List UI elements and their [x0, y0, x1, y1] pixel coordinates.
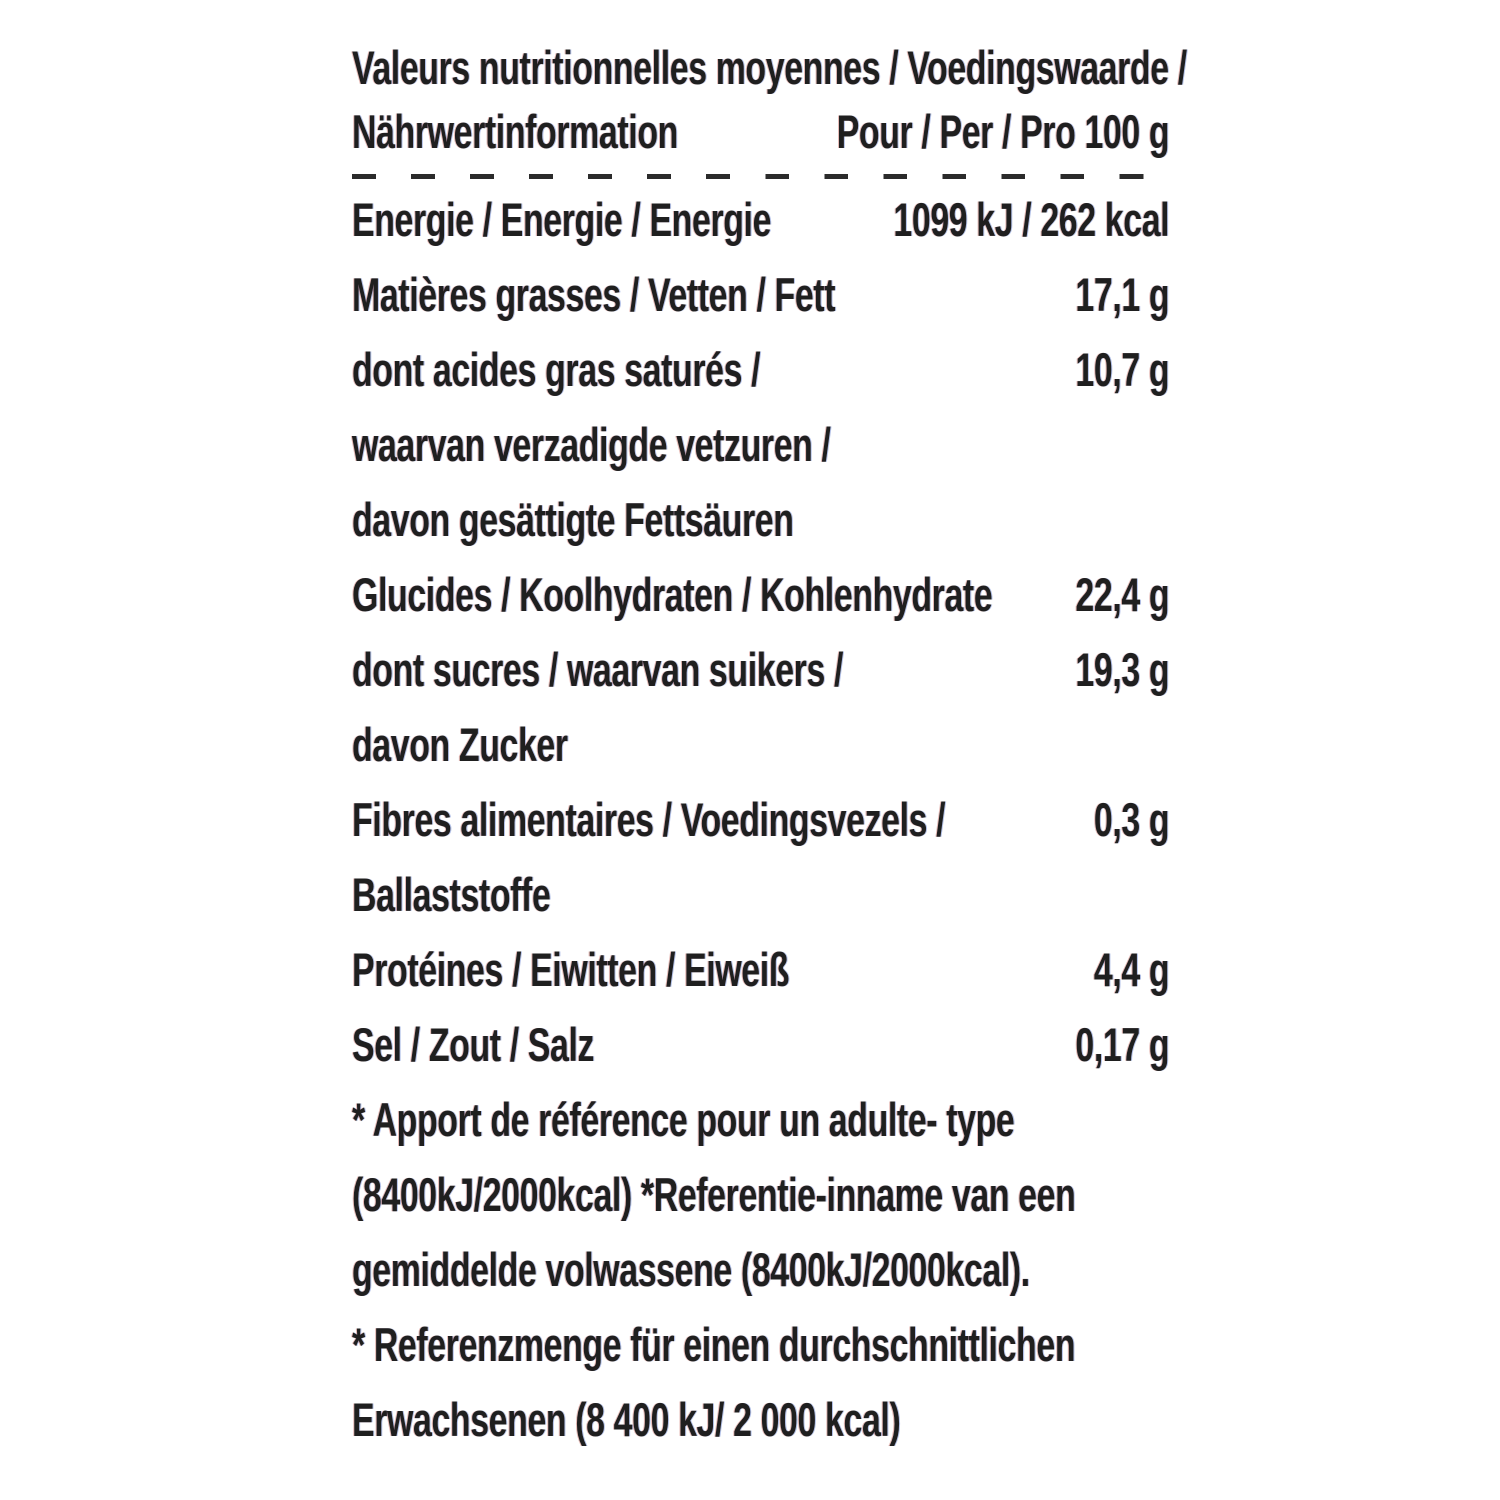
per-quantity-label: Pour / Per / Pro 100 g: [836, 105, 1170, 158]
row-label: Ballaststoffe: [352, 868, 551, 921]
dashed-divider: [352, 174, 1170, 179]
footnote-line-nl-2: gemiddelde volwassene (8400kJ/2000kcal).: [352, 1243, 1169, 1318]
row-label: Fibres alimentaires / Voedingsvezels /: [352, 793, 946, 846]
footnote-text: (8400kJ/2000kcal) *Referentie-inname van…: [352, 1168, 1076, 1221]
footnote-line-fr-nl: (8400kJ/2000kcal) *Referentie-inname van…: [352, 1168, 1169, 1243]
row-value: 22,4 g: [1075, 568, 1170, 621]
row-value: 17,1 g: [1075, 268, 1170, 321]
row-value: 19,3 g: [1075, 643, 1170, 696]
nutrition-row-sugars-de: davon Zucker: [352, 718, 1169, 793]
row-label: davon Zucker: [352, 718, 568, 771]
nutrition-row-fibre-de: Ballaststoffe: [352, 868, 1169, 943]
title-text-line1: Valeurs nutritionnelles moyennes / Voedi…: [352, 41, 1187, 94]
nutrition-title-line1: Valeurs nutritionnelles moyennes / Voedi…: [352, 40, 1187, 106]
row-label: Energie / Energie / Energie: [352, 193, 772, 246]
footnote-line-fr-1: * Apport de référence pour un adulte- ty…: [352, 1093, 1169, 1168]
row-label: Matières grasses / Vetten / Fett: [352, 268, 836, 321]
row-value: 10,7 g: [1075, 343, 1170, 396]
nutrition-row-fat: Matières grasses / Vetten / Fett 17,1 g: [352, 268, 1170, 343]
nutrition-row-salt: Sel / Zout / Salz 0,17 g: [352, 1018, 1170, 1093]
nutrition-row-saturates-de: davon gesättigte Fettsäuren: [352, 493, 1169, 568]
nutrition-row-protein: Protéines / Eiwitten / Eiweiß 4,4 g: [352, 943, 1170, 1018]
footnote-line-de-2: Erwachsenen (8 400 kJ/ 2 000 kcal): [352, 1393, 1169, 1468]
nutrition-title-line2: Nährwertinformation Pour / Per / Pro 100…: [352, 105, 1170, 166]
row-label: Glucides / Koolhydraten / Kohlenhydrate: [352, 568, 993, 621]
row-value: 0,17 g: [1075, 1018, 1170, 1071]
row-value: 4,4 g: [1093, 943, 1170, 996]
footnote-text: Erwachsenen (8 400 kJ/ 2 000 kcal): [352, 1393, 901, 1446]
nutrition-row-sugars-frnl: dont sucres / waarvan suikers / 19,3 g: [352, 643, 1170, 718]
footnote-text: * Referenzmenge für einen durchschnittli…: [352, 1318, 1076, 1371]
title-text-line2: Nährwertinformation: [352, 105, 678, 158]
footnote-line-de-1: * Referenzmenge für einen durchschnittli…: [352, 1318, 1169, 1393]
nutrition-table: Valeurs nutritionnelles moyennes / Voedi…: [352, 40, 1187, 1468]
row-label: waarvan verzadigde vetzuren /: [352, 418, 831, 471]
row-label: Protéines / Eiwitten / Eiweiß: [352, 943, 790, 996]
footnote-text: * Apport de référence pour un adulte- ty…: [352, 1093, 1015, 1146]
row-value: 1099 kJ / 262 kcal: [893, 193, 1170, 246]
nutrition-row-carbohydrate: Glucides / Koolhydraten / Kohlenhydrate …: [352, 568, 1170, 643]
row-label: dont acides gras saturés /: [352, 343, 761, 396]
nutrition-row-fibre-frnl: Fibres alimentaires / Voedingsvezels / 0…: [352, 793, 1170, 868]
row-value: 0,3 g: [1093, 793, 1170, 846]
row-label: davon gesättigte Fettsäuren: [352, 493, 794, 546]
nutrition-row-saturates-fr: dont acides gras saturés / 10,7 g: [352, 343, 1170, 418]
row-label: Sel / Zout / Salz: [352, 1018, 595, 1071]
row-label: dont sucres / waarvan suikers /: [352, 643, 844, 696]
nutrition-row-energy: Energie / Energie / Energie 1099 kJ / 26…: [352, 193, 1170, 268]
nutrition-row-saturates-nl: waarvan verzadigde vetzuren /: [352, 418, 1169, 493]
footnote-text: gemiddelde volwassene (8400kJ/2000kcal).: [352, 1243, 1030, 1296]
